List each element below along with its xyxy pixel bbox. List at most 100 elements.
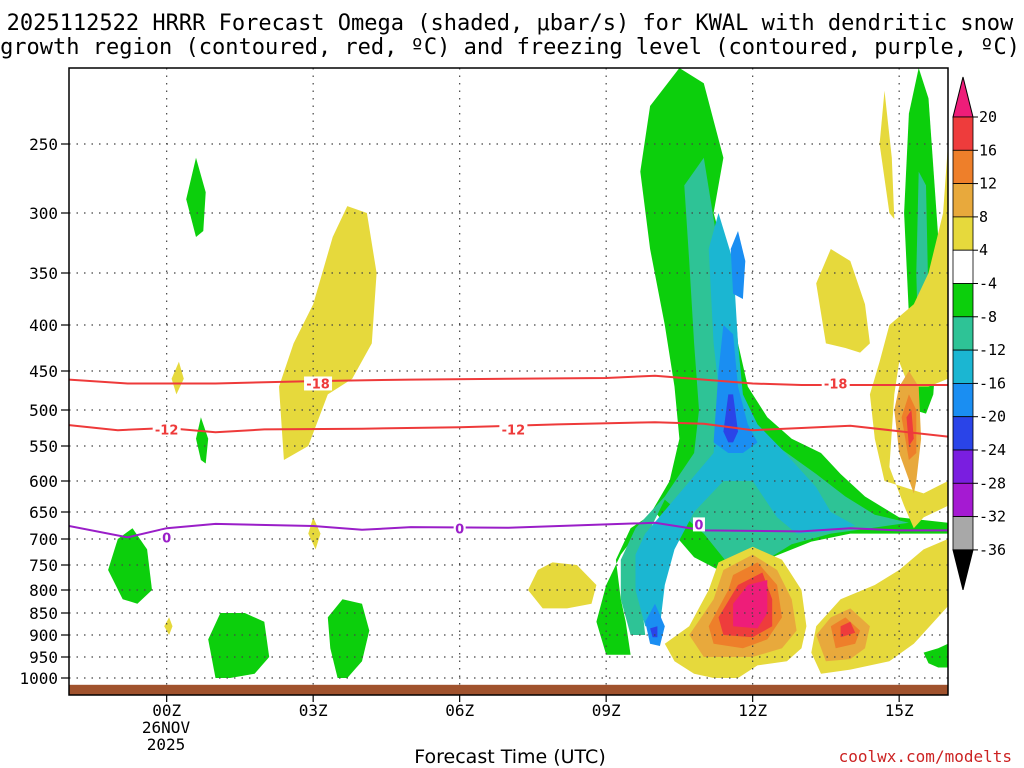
y-tick-label-350: 350 [29, 264, 58, 283]
colorbar-segment-10 [952, 416, 974, 451]
colorbar-tick-label-1: 16 [979, 141, 997, 159]
colorbar-tick-label-0: 20 [979, 108, 997, 126]
x-tick-label-06Z: 06Z [445, 701, 474, 720]
ground-surface [69, 684, 948, 695]
contour-label-bg-6 [692, 517, 705, 532]
contour-label-bg-3 [499, 422, 528, 437]
y-tick-label-500: 500 [29, 401, 58, 420]
y-tick-label-900: 900 [29, 626, 58, 645]
colorbar-tick-label-8: -16 [979, 374, 1006, 392]
omega-region-13 [186, 157, 206, 237]
omega-region-25 [840, 621, 856, 638]
colorbar-segment-5 [952, 249, 974, 284]
omega-region-3 [713, 325, 758, 453]
omega-region-6 [645, 603, 665, 646]
omega-region-5 [730, 231, 746, 299]
colorbar-bottom-arrow [952, 549, 974, 591]
contour-label-0: -18 [306, 377, 330, 392]
plot-background [69, 68, 948, 695]
y-tick-label-550: 550 [29, 437, 58, 456]
omega-region-7 [650, 626, 658, 638]
colorbar-tick-label-12: -32 [979, 508, 1006, 526]
omega-region-29 [906, 410, 914, 446]
contour-label-3: -12 [502, 423, 526, 438]
omega-region-32 [171, 361, 184, 395]
chart-title-line1: 2025112522 HRRR Forecast Omega (shaded, … [7, 11, 1014, 36]
colorbar-tick-label-6: -8 [979, 308, 997, 326]
colorbar-segment-4 [952, 216, 974, 251]
y-axis: 250 300 350 400 450 500 550 600 650 700 750 800 850 9… [19, 135, 69, 688]
contour-label-2: -12 [155, 423, 179, 438]
colorbar-segment-2 [952, 149, 974, 185]
ground-layer [69, 684, 948, 695]
colorbar-segment-13 [952, 516, 974, 551]
colorbar-tick-label-5: -4 [979, 275, 997, 293]
freezing-level-contour [69, 521, 948, 539]
contour-label-5: 0 [455, 523, 464, 538]
x-axis: 00Z 03Z 06Z 09Z 12Z 15Z [152, 695, 914, 720]
colorbar-tick-label-4: 4 [979, 241, 988, 259]
x-tick-label-15Z: 15Z [885, 701, 914, 720]
y-tick-label-1000: 1000 [19, 669, 58, 688]
contour-labels: -18 -18 -12 -12 0 0 0 [152, 376, 850, 546]
y-tick-label-300: 300 [29, 204, 58, 223]
y-tick-label-600: 600 [29, 472, 58, 491]
date-label-day: 26NOV [142, 718, 191, 737]
plot-border [68, 67, 949, 696]
x-tick-label-00Z: 00Z [152, 701, 181, 720]
y-tick-label-750: 750 [29, 556, 58, 575]
contour-label-bg-5 [453, 521, 466, 536]
colorbar-tick-label-9: -20 [979, 408, 1006, 426]
colorbar-segment-6 [952, 283, 974, 318]
contour-label-4: 0 [162, 531, 171, 546]
omega-region-15 [923, 643, 948, 668]
plot-area: -18 -18 -12 -12 0 0 0 [69, 68, 948, 695]
y-tick-label-650: 650 [29, 503, 58, 522]
credit-text: coolwx.com/modelts [839, 747, 1012, 766]
omega-region-16 [279, 206, 377, 460]
omega-region-31 [879, 90, 895, 219]
contour-label-1: -18 [824, 377, 848, 392]
colorbar-tick-label-11: -28 [979, 474, 1006, 492]
omega-region-34 [164, 617, 173, 635]
contour-label-bg-1 [821, 376, 850, 391]
contour-label-6: 0 [694, 518, 703, 533]
omega-region-14 [196, 417, 209, 464]
contour-label-bg-2 [152, 422, 181, 437]
colorbar-tick-label-13: -36 [979, 541, 1006, 559]
colorbar-segment-1 [952, 116, 974, 151]
colorbar-tick-label-3: 8 [979, 208, 988, 226]
y-tick-label-250: 250 [29, 135, 58, 154]
colorbar-segment-3 [952, 183, 974, 218]
chart-title-line2: growth region (contoured, red, ºC) and f… [0, 35, 1020, 60]
y-tick-label-800: 800 [29, 581, 58, 600]
y-tick-label-850: 850 [29, 604, 58, 623]
y-tick-label-400: 400 [29, 316, 58, 335]
omega-region-30 [816, 249, 870, 353]
colorbar-tick-label-7: -12 [979, 341, 1006, 359]
contour-label-bg-0 [304, 376, 333, 391]
x-tick-label-12Z: 12Z [738, 701, 767, 720]
colorbar-tick-label-2: 12 [979, 175, 997, 193]
colorbar-tick-label-10: -24 [979, 441, 1006, 459]
colorbar: 20 16 12 8 4 -4 -8 -12 -16 -20 -24 -28 -32 -36 [952, 76, 1006, 591]
dgz-contour--18 [69, 374, 948, 386]
x-tick-label-09Z: 09Z [592, 701, 621, 720]
omega-region-26 [869, 144, 948, 539]
y-tick-label-700: 700 [29, 530, 58, 549]
colorbar-segment-8 [952, 349, 974, 384]
omega-region-35 [528, 562, 597, 609]
omega-region-11 [208, 613, 270, 678]
contour-label-bg-4 [160, 530, 173, 545]
omega-region-10 [327, 599, 370, 678]
x-tick-label-03Z: 03Z [299, 701, 328, 720]
y-tick-label-950: 950 [29, 648, 58, 667]
colorbar-segment-12 [952, 482, 974, 517]
date-label-year: 2025 [147, 735, 186, 754]
colorbar-segment-7 [952, 316, 974, 351]
colorbar-segment-9 [952, 382, 974, 418]
omega-shading [108, 68, 948, 678]
omega-region-12 [108, 528, 152, 604]
x-axis-title: Forecast Time (UTC) [414, 746, 605, 768]
